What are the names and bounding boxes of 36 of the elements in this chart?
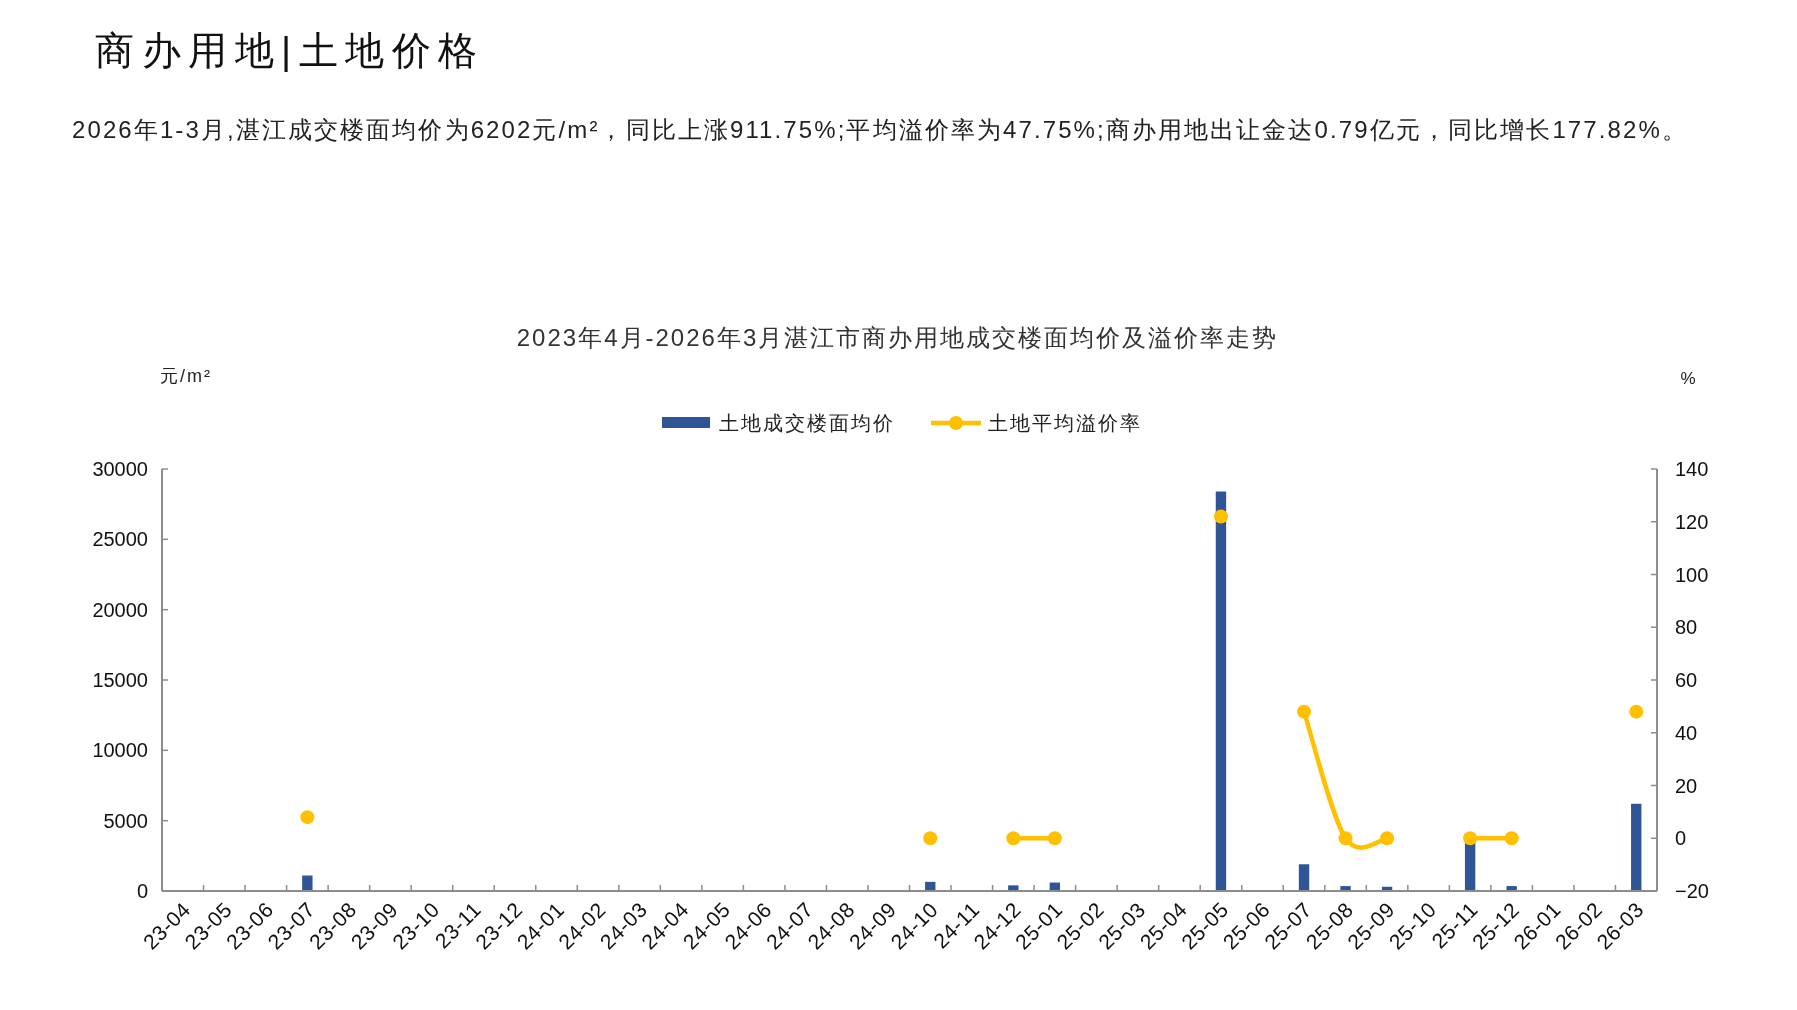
y-axis-title: 元/m² (160, 366, 212, 386)
y-tick-label: 30000 (92, 458, 148, 480)
y-tick-label: 5000 (103, 809, 148, 832)
point (1504, 831, 1519, 846)
chart-title: 2023年4月-2026年3月湛江市商办用地成交楼面均价及溢价率走势 (516, 324, 1279, 351)
y-tick-label: 10000 (92, 739, 148, 762)
y2-tick-label: 40 (1675, 721, 1698, 744)
point (1463, 831, 1478, 846)
legend-label: 土地成交楼面均价 (719, 412, 895, 434)
y-tick-label: 0 (136, 880, 148, 902)
bar (1298, 864, 1310, 891)
point (300, 810, 315, 825)
y2-tick-label: 100 (1675, 563, 1709, 586)
bar (1631, 803, 1642, 891)
text: 商办用地|土地价格 (95, 29, 485, 72)
point (1006, 831, 1021, 846)
y2-tick-label: 0 (1675, 827, 1687, 850)
y-tick-label: 15000 (92, 669, 148, 691)
legend-label: 土地平均溢价率 (988, 412, 1142, 434)
bar (302, 875, 313, 891)
y2-tick-label: 80 (1675, 616, 1698, 639)
y2-tick-label: 120 (1675, 510, 1709, 533)
point (923, 831, 938, 846)
y2-tick-label: 60 (1675, 669, 1698, 691)
bar (1008, 885, 1019, 891)
bar (1215, 491, 1227, 891)
y2-tick-label: −20 (1675, 880, 1709, 902)
point (1629, 704, 1644, 719)
point (1213, 509, 1228, 524)
text: 2026年1-3月,湛江成交楼面均价为6202元/m²，同比上涨911.75%;平均溢价率为47.75%;商办用地出让金达0.79亿元，同比增长177.82%。 (72, 116, 1688, 143)
y2-axis-title: % (1680, 369, 1696, 388)
y2-tick-label: 140 (1675, 458, 1709, 480)
y2-tick-label: 20 (1675, 774, 1698, 797)
y-tick-label: 20000 (92, 598, 148, 621)
y-tick-label: 25000 (92, 528, 148, 551)
point (1047, 831, 1062, 846)
